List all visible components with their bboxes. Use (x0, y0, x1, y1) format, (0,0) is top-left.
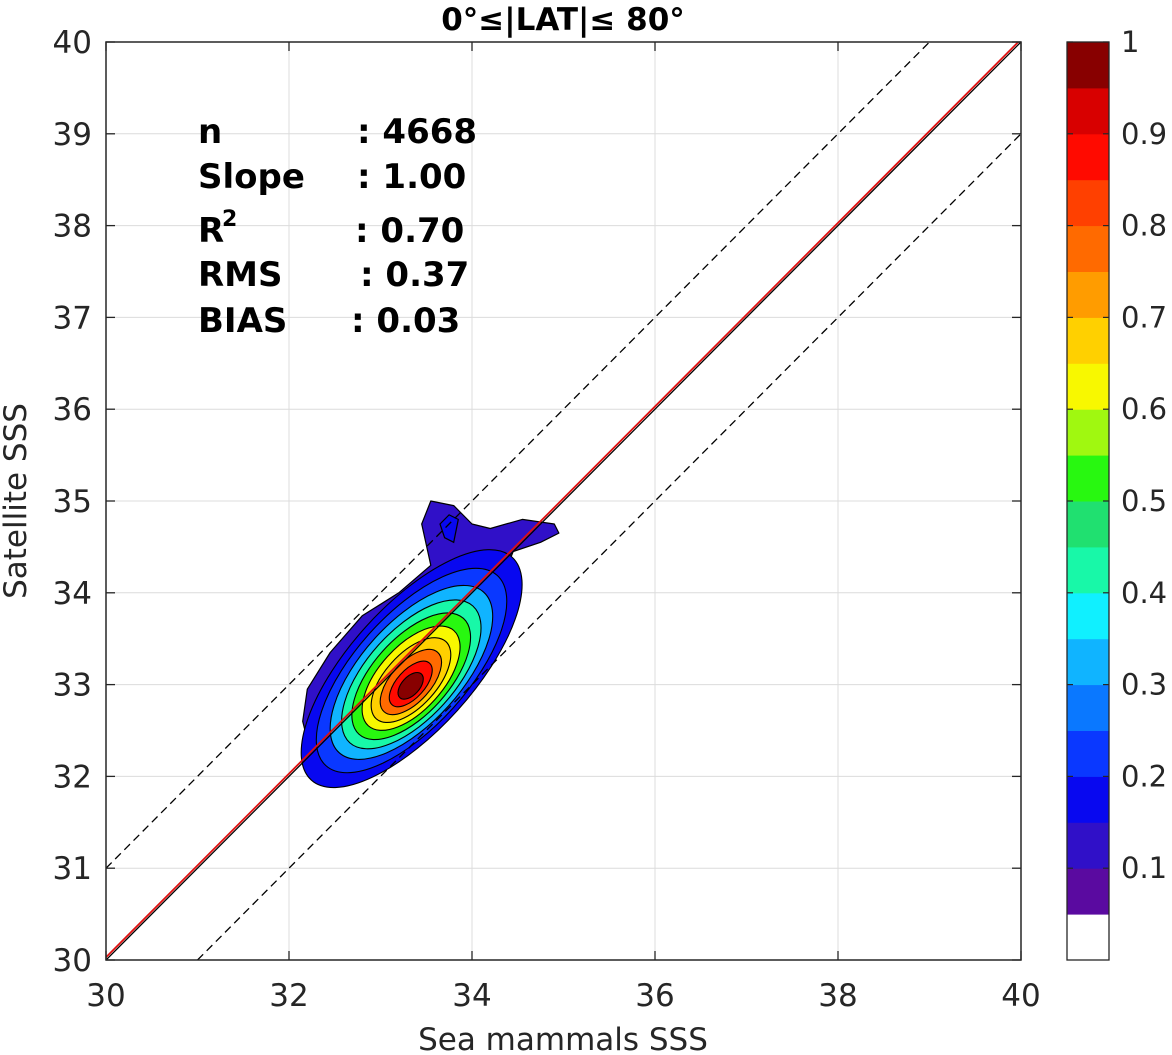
colorbar-tick-label: 0.8 (1121, 209, 1167, 243)
colorbar-segment (1067, 179, 1109, 227)
y-tick-label: 33 (53, 668, 92, 704)
colorbar-tick-label: 0.4 (1121, 576, 1167, 610)
colorbar-tick-label: 1 (1121, 25, 1139, 59)
colorbar-segment (1067, 42, 1109, 89)
stat-value: : 0.70 (355, 211, 464, 251)
stat-value: : 0.03 (351, 301, 460, 341)
reference-line-fit (106, 42, 1020, 958)
y-tick-label: 30 (53, 943, 92, 979)
stat-label-superscript: 2 (222, 207, 237, 232)
colorbar-segment (1067, 225, 1109, 272)
y-axis-ticks: 30 31 32 33 34 35 36 37 38 39 40 (53, 25, 1021, 979)
colorbar: 0.1 0.2 0.3 0.4 0.5 0.6 0.7 0.8 0.9 1 (1066, 25, 1167, 961)
colorbar-tick-label: 0.1 (1121, 851, 1167, 885)
y-axis-label: Satellite SSS (0, 403, 34, 599)
colorbar-tick-label: 0.9 (1121, 117, 1167, 151)
colorbar-tick-label: 0.5 (1121, 484, 1167, 518)
colorbar-segment (1067, 546, 1109, 594)
stat-value: : 0.37 (360, 255, 469, 295)
colorbar-segment (1067, 409, 1109, 456)
contour-level-11 (397, 671, 424, 700)
reference-line-1minus1 (106, 42, 1021, 960)
colorbar-segment (1067, 638, 1109, 686)
y-tick-label: 32 (53, 759, 92, 795)
colorbar-segment (1067, 271, 1109, 318)
colorbar-segment (1067, 592, 1109, 640)
chart-title: 0°≤|LAT|≤ 80° (441, 2, 685, 38)
colorbar-segment (1067, 87, 1109, 135)
colorbar-segment (1067, 684, 1109, 731)
x-axis-label: Sea mammals SSS (418, 1022, 708, 1055)
colorbar-segment (1067, 730, 1109, 777)
colorbar-segment (1067, 133, 1109, 181)
y-tick-label: 35 (53, 484, 92, 520)
y-tick-label: 36 (53, 392, 92, 428)
x-tick-label: 32 (269, 978, 308, 1014)
stat-value: : 1.00 (357, 157, 466, 197)
colorbar-tick-label: 0.3 (1121, 668, 1167, 702)
statistics-box: n : 4668 Slope : 1.00 R2 : 0.70 RMS : 0.37 BIAS:… (198, 112, 477, 341)
contour-lobe (439, 514, 459, 544)
colorbar-segment (1067, 868, 1109, 915)
colorbar-tick-label: 0.7 (1121, 300, 1167, 334)
y-tick-label: 40 (53, 25, 92, 61)
y-tick-label: 37 (53, 300, 92, 336)
reference-lines (106, 42, 1021, 960)
y-tick-label: 31 (53, 851, 92, 887)
stat-label: R (198, 211, 224, 251)
colorbar-segment (1067, 363, 1109, 410)
x-tick-label: 38 (818, 978, 857, 1014)
y-tick-label: 34 (53, 576, 92, 612)
x-tick-label: 36 (635, 978, 674, 1014)
colorbar-segment (1067, 501, 1109, 548)
density-contours (300, 500, 560, 789)
y-tick-label: 39 (53, 117, 92, 153)
stat-label: BIAS (198, 301, 287, 341)
colorbar-segment (1067, 914, 1109, 961)
y-tick-label: 38 (53, 209, 92, 245)
stat-label: n (198, 112, 222, 152)
stat-label: RMS (198, 255, 283, 295)
x-tick-label: 34 (452, 978, 491, 1014)
colorbar-segment (1067, 317, 1109, 364)
colorbar-segment (1067, 776, 1109, 823)
x-tick-label: 40 (1001, 978, 1040, 1014)
colorbar-tick-label: 0.6 (1121, 392, 1167, 426)
grid-lines (105, 41, 1022, 961)
colorbar-segment (1067, 822, 1109, 869)
x-tick-label: 30 (86, 978, 125, 1014)
stat-value: : 4668 (357, 112, 477, 152)
colorbar-segment (1067, 455, 1109, 502)
colorbar-tick-label: 0.2 (1121, 759, 1167, 793)
stat-label: Slope (198, 157, 305, 197)
x-axis-ticks: 30 32 34 36 38 40 (86, 42, 1041, 1014)
